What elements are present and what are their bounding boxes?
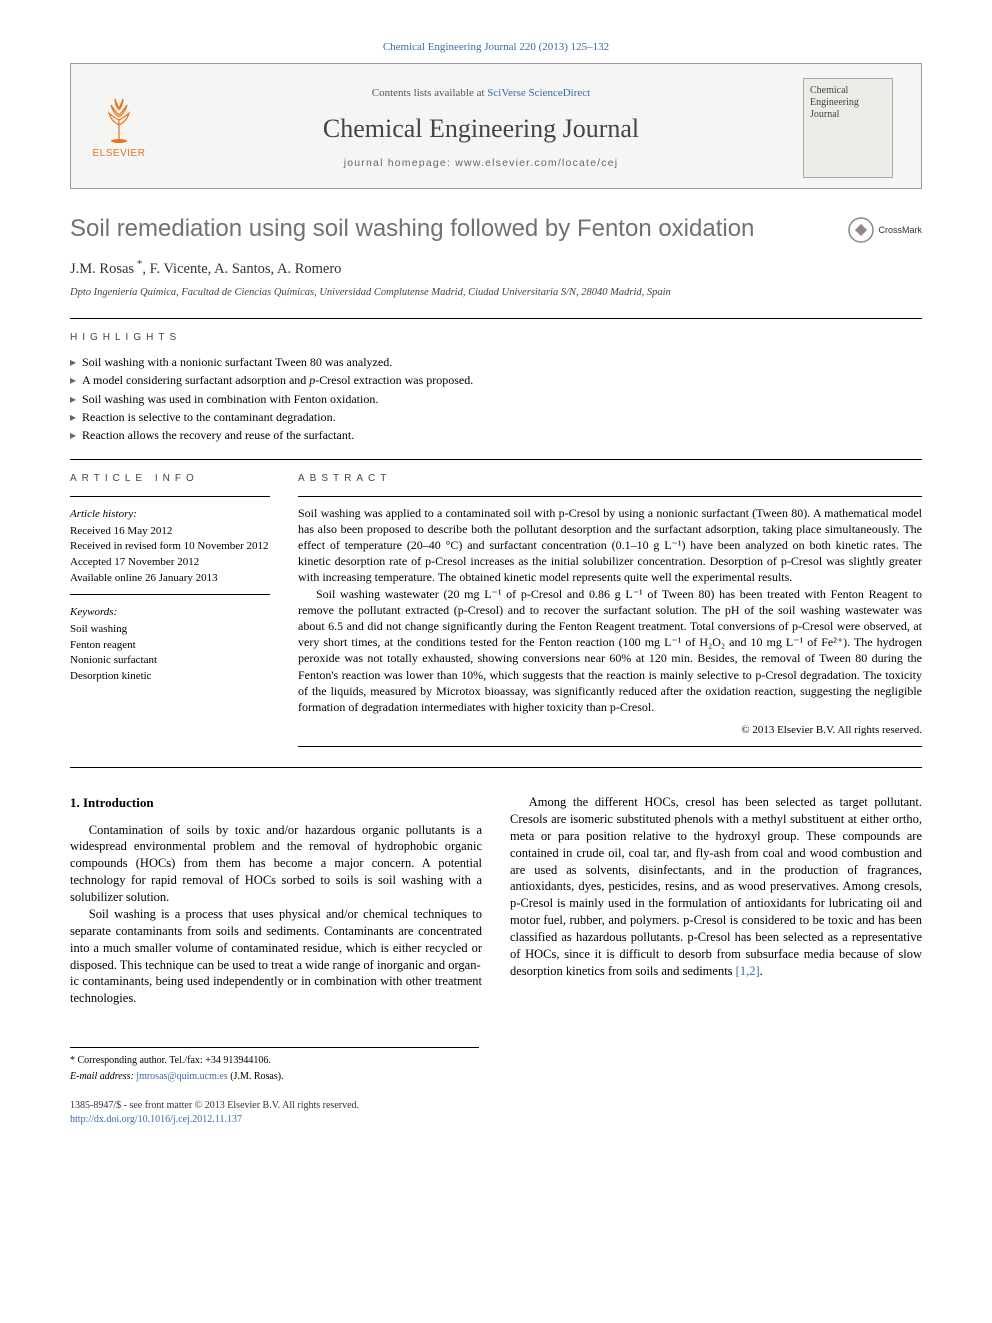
highlight-item: Reaction is selective to the contaminant… — [70, 409, 922, 425]
section-heading-intro: 1. Introduction — [70, 794, 482, 812]
elsevier-tree-icon — [95, 95, 143, 145]
body-text: 1. Introduction Contamination of soils b… — [70, 794, 922, 1007]
abstract-copyright: © 2013 Elsevier B.V. All rights reserved… — [298, 723, 922, 738]
rule-abstract-bottom — [298, 746, 922, 747]
body-p2: Soil washing is a process that uses phys… — [70, 906, 482, 974]
article-info-column: ARTICLE INFO Article history: Received 1… — [70, 460, 270, 747]
email-link[interactable]: jmrosas@quim.ucm.es — [136, 1071, 227, 1082]
doi-line: http://dx.doi.org/10.1016/j.cej.2012.11.… — [70, 1113, 922, 1127]
crossmark-label: CrossMark — [878, 224, 922, 236]
corresponding-email-line: E-mail address: jmrosas@quim.ucm.es (J.M… — [70, 1070, 479, 1084]
issn-copyright-line: 1385-8947/$ - see front matter © 2013 El… — [70, 1099, 922, 1113]
corresponding-marker: * — [134, 258, 142, 270]
title-row: Soil remediation using soil washing foll… — [70, 213, 922, 257]
cover-line-2: Engineering — [810, 97, 886, 109]
author-1[interactable]: J.M. Rosas — [70, 261, 134, 277]
journal-cover-thumbnail: Chemical Engineering Journal — [803, 78, 893, 178]
highlights-label: HIGHLIGHTS — [70, 331, 922, 345]
abstract-text: Soil washing was applied to a contaminat… — [298, 505, 922, 738]
body-p4: Among the different HOCs, cresol has bee… — [510, 794, 922, 980]
affiliation: Dpto Ingeniería Química, Facultad de Cie… — [70, 286, 922, 300]
info-abstract-row: ARTICLE INFO Article history: Received 1… — [70, 460, 922, 747]
publisher-name: ELSEVIER — [93, 147, 146, 161]
email-label: E-mail address: — [70, 1071, 136, 1082]
highlight-item: Reaction allows the recovery and reuse o… — [70, 427, 922, 443]
body-p1: Contamination of soils by toxic and/or h… — [70, 822, 482, 906]
keyword: Soil washing — [70, 622, 270, 637]
keyword: Fenton reagent — [70, 638, 270, 653]
highlights-list: Soil washing with a nonionic surfactant … — [70, 354, 922, 443]
history-line: Accepted 17 November 2012 — [70, 555, 270, 570]
crossmark-icon — [848, 217, 874, 243]
publisher-logo: ELSEVIER — [89, 95, 149, 161]
highlights-section: HIGHLIGHTS Soil washing with a nonionic … — [70, 331, 922, 443]
history-line: Received 16 May 2012 — [70, 524, 270, 539]
authors-line: J.M. Rosas *, F. Vicente, A. Santos, A. … — [70, 257, 922, 279]
highlight-item: Soil washing with a nonionic surfactant … — [70, 354, 922, 370]
history-line: Received in revised form 10 November 201… — [70, 539, 270, 554]
journal-title: Chemical Engineering Journal — [179, 111, 783, 146]
citation-line: Chemical Engineering Journal 220 (2013) … — [70, 40, 922, 55]
doi-link[interactable]: http://dx.doi.org/10.1016/j.cej.2012.11.… — [70, 1114, 242, 1125]
keyword: Nonionic surfactant — [70, 653, 270, 668]
crossmark-badge[interactable]: CrossMark — [848, 217, 922, 243]
rule-abstract-top — [298, 496, 922, 497]
email-suffix: (J.M. Rosas). — [228, 1071, 284, 1082]
homepage-label: journal homepage: — [344, 157, 456, 169]
corresponding-author-footer: * Corresponding author. Tel./fax: +34 91… — [70, 1047, 479, 1083]
corresponding-author-line: * Corresponding author. Tel./fax: +34 91… — [70, 1054, 479, 1068]
rule-1 — [70, 318, 922, 319]
homepage-url[interactable]: www.elsevier.com/locate/cej — [455, 157, 618, 169]
highlight-text: A model considering surfactant adsorptio… — [82, 373, 473, 387]
article-info-label: ARTICLE INFO — [70, 472, 270, 486]
rule-3 — [70, 767, 922, 768]
article-title: Soil remediation using soil washing foll… — [70, 213, 754, 245]
abstract-column: ABSTRACT Soil washing was applied to a c… — [298, 460, 922, 747]
contents-available-line: Contents lists available at SciVerse Sci… — [179, 86, 783, 101]
reference-link-1-2[interactable]: [1,2] — [736, 964, 760, 978]
author-2[interactable]: F. Vicente — [150, 261, 208, 277]
author-4[interactable]: A. Romero — [277, 261, 341, 277]
rule-info-top — [70, 496, 270, 497]
abstract-label: ABSTRACT — [298, 472, 922, 486]
cover-line-3: Journal — [810, 109, 886, 121]
contents-prefix: Contents lists available at — [372, 87, 487, 99]
keywords-heading: Keywords: — [70, 605, 270, 620]
history-heading: Article history: — [70, 507, 270, 522]
rule-info-mid — [70, 594, 270, 595]
highlight-item: A model considering surfactant adsorptio… — [70, 372, 922, 388]
author-3[interactable]: A. Santos — [214, 261, 270, 277]
abstract-p1: Soil washing was applied to a contaminat… — [298, 505, 922, 586]
body-p4-text: Among the different HOCs, cresol has bee… — [510, 795, 922, 978]
cover-line-1: Chemical — [810, 85, 886, 97]
keyword: Desorption kinetic — [70, 669, 270, 684]
journal-homepage-line: journal homepage: www.elsevier.com/locat… — [179, 156, 783, 170]
abstract-p2: Soil washing wastewater (20 mg L⁻¹ of p-… — [298, 586, 922, 716]
journal-header: ELSEVIER Contents lists available at Sci… — [70, 63, 922, 189]
header-center: Contents lists available at SciVerse Sci… — [179, 86, 783, 170]
body-p4-tail: . — [760, 964, 763, 978]
body-p3: ic contaminants, being used independentl… — [70, 973, 482, 1007]
highlight-item: Soil washing was used in combination wit… — [70, 391, 922, 407]
sciencedirect-link[interactable]: SciVerse ScienceDirect — [487, 87, 590, 99]
history-line: Available online 26 January 2013 — [70, 571, 270, 586]
